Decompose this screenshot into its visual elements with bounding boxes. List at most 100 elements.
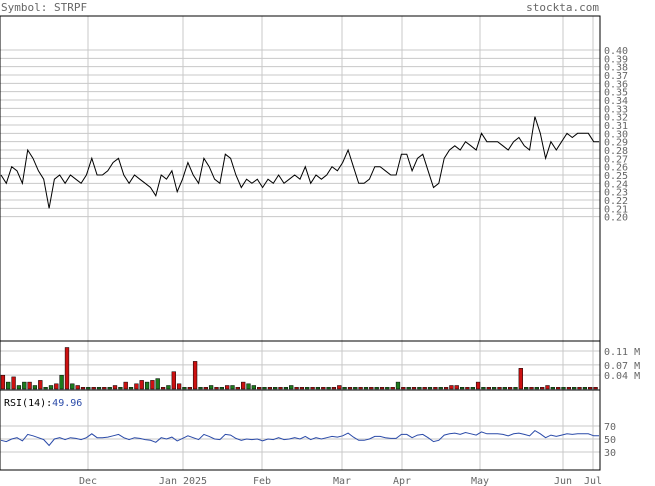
volume-bar <box>187 387 192 390</box>
volume-bar <box>502 387 507 390</box>
price-tick-label: 0.36 <box>604 79 628 90</box>
price-tick-label: 0.23 <box>604 188 628 199</box>
price-tick-label: 0.33 <box>604 104 628 115</box>
volume-bar <box>155 378 160 390</box>
volume-bar <box>134 383 139 390</box>
volume-bar <box>241 381 246 390</box>
volume-bar <box>91 387 96 390</box>
volume-bar <box>556 387 561 390</box>
x-axis-label: Mar <box>333 476 351 486</box>
volume-tick-label: 0.11 M <box>604 347 640 358</box>
price-tick-label: 0.27 <box>604 154 628 165</box>
volume-bar <box>150 380 155 390</box>
volume-bar <box>235 387 240 390</box>
volume-bar <box>369 387 374 390</box>
rsi-label-text: RSI(14): <box>4 398 52 409</box>
volume-bar <box>59 374 64 390</box>
volume-axis-ticks: 0.11 M 0.07 M0.04 M <box>604 347 640 382</box>
volume-panel-frame <box>0 340 601 391</box>
volume-bar <box>385 387 390 390</box>
site-label: stockta.com <box>526 1 599 14</box>
rsi-tick-label: 70 <box>604 422 616 433</box>
grid-lines <box>0 16 600 470</box>
volume-bar <box>219 387 224 390</box>
volume-bar <box>358 387 363 390</box>
volume-bar <box>283 387 289 390</box>
price-tick-label: 0.30 <box>604 129 628 140</box>
price-tick-label: 0.38 <box>604 63 628 74</box>
rsi-axis-ticks: 70 50 30 <box>604 422 616 459</box>
volume-bar <box>118 387 123 390</box>
price-tick-label: 0.39 <box>604 54 628 65</box>
volume-bar <box>48 385 54 390</box>
volume-bars <box>0 347 598 390</box>
volume-bar <box>550 387 555 390</box>
volume-bar <box>406 387 411 390</box>
x-axis-label: Jun <box>554 476 572 486</box>
volume-bar <box>176 383 182 390</box>
volume-bar <box>6 381 11 390</box>
volume-bar <box>160 387 166 390</box>
volume-bar <box>572 387 577 390</box>
rsi-tick-label: 30 <box>604 448 616 459</box>
volume-bar <box>43 387 48 390</box>
volume-bar <box>11 376 16 390</box>
x-axis-label: May <box>471 476 489 486</box>
volume-bar <box>486 387 491 390</box>
volume-bar <box>331 387 337 390</box>
volume-bar <box>139 380 144 390</box>
volume-bar <box>524 387 529 390</box>
volume-bar <box>86 387 91 390</box>
volume-bar <box>470 387 475 390</box>
volume-bar <box>96 387 102 390</box>
price-series-line <box>0 116 599 209</box>
volume-bar <box>401 387 406 390</box>
volume-bar <box>534 387 539 390</box>
volume-bar <box>38 380 43 390</box>
price-tick-label: 0.26 <box>604 163 628 174</box>
volume-bar <box>379 387 385 390</box>
volume-bar <box>545 385 550 390</box>
price-tick-label: 0.31 <box>604 121 628 132</box>
volume-bar <box>321 387 326 390</box>
rsi-tick-label: 50 <box>604 435 616 446</box>
volume-bar <box>27 381 32 390</box>
volume-bar <box>561 387 566 390</box>
volume-bar <box>144 381 150 390</box>
volume-bar <box>0 374 6 390</box>
volume-bar <box>411 387 417 390</box>
volume-bar <box>251 385 256 390</box>
volume-bar <box>588 387 593 390</box>
price-tick-label: 0.20 <box>604 213 628 224</box>
volume-bar <box>497 387 502 390</box>
price-tick-label: 0.28 <box>604 146 628 157</box>
price-tick-label: 0.29 <box>604 138 628 149</box>
volume-bar <box>593 387 598 390</box>
volume-bar <box>166 385 171 390</box>
volume-bar <box>390 387 395 390</box>
price-tick-label: 0.32 <box>604 113 628 124</box>
volume-bar <box>70 383 75 390</box>
volume-bar <box>262 387 267 390</box>
x-axis-label: Apr <box>393 476 411 486</box>
volume-bar <box>128 387 134 390</box>
volume-bar <box>353 387 358 390</box>
x-axis-labels: Dec Jan 2025 Feb Mar Apr May Jun Jul <box>79 476 602 486</box>
volume-bar <box>123 381 128 390</box>
volume-bar <box>102 387 107 390</box>
rsi-label: RSI(14):49.96 <box>4 398 82 409</box>
price-tick-label: 0.24 <box>604 179 628 190</box>
volume-bar <box>422 387 427 390</box>
volume-bar <box>449 385 454 390</box>
price-tick-label: 0.21 <box>604 204 628 215</box>
volume-bar <box>273 387 278 390</box>
volume-bar <box>417 387 422 390</box>
volume-bar <box>192 361 198 390</box>
x-axis-label: Feb <box>253 476 271 486</box>
price-axis-ticks: 0.400.390.380.370.360.350.340.330.320.31… <box>604 46 628 224</box>
volume-bar <box>481 387 486 390</box>
volume-bar <box>75 385 80 390</box>
volume-bar <box>582 387 588 390</box>
volume-bar <box>32 385 38 390</box>
volume-bar <box>16 385 22 390</box>
